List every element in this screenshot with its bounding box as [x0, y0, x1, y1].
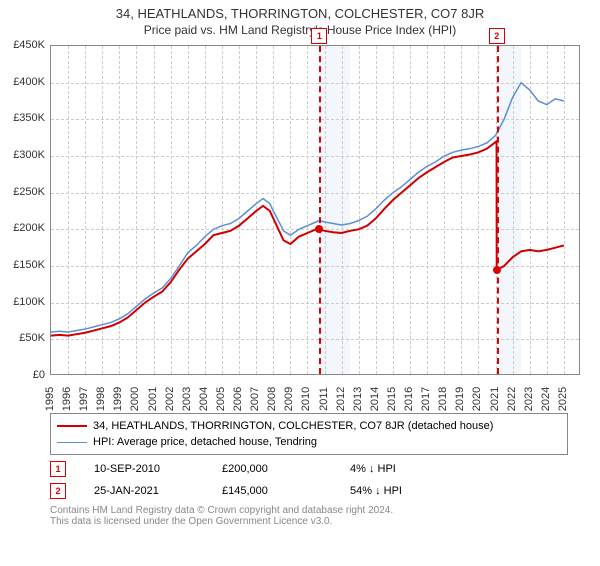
marker-dot-2 — [493, 266, 501, 274]
marker-box-2: 2 — [489, 28, 505, 44]
xtick-label: 1999 — [112, 387, 124, 411]
ytick-label: £200K — [13, 222, 45, 234]
series-price_paid — [51, 141, 564, 335]
xtick-label: 2023 — [523, 387, 535, 411]
ytick-label: £150K — [13, 259, 45, 271]
legend-item: 34, HEATHLANDS, THORRINGTON, COLCHESTER,… — [57, 418, 561, 434]
xtick-label: 2000 — [129, 387, 141, 411]
xtick-label: 2021 — [489, 387, 501, 411]
footer-line1: Contains HM Land Registry data © Crown c… — [50, 505, 590, 516]
xtick-label: 2015 — [386, 387, 398, 411]
transaction-row: 1 10-SEP-2010 £200,000 4% ↓ HPI — [50, 461, 590, 477]
xtick-label: 2011 — [318, 387, 330, 411]
xtick-label: 1996 — [61, 387, 73, 411]
xtick-label: 2022 — [506, 387, 518, 411]
xtick-label: 2014 — [369, 387, 381, 411]
transaction-marker: 2 — [50, 483, 66, 499]
transaction-marker: 1 — [50, 461, 66, 477]
transaction-row: 2 25-JAN-2021 £145,000 54% ↓ HPI — [50, 483, 590, 499]
xtick-label: 2012 — [335, 387, 347, 411]
ytick-label: £100K — [13, 296, 45, 308]
transaction-date: 10-SEP-2010 — [94, 463, 194, 475]
plot-area: 12 — [50, 45, 580, 375]
footer: Contains HM Land Registry data © Crown c… — [50, 505, 590, 527]
chart: 12 £0£50K£100K£150K£200K£250K£300K£350K£… — [50, 45, 580, 405]
transactions: 1 10-SEP-2010 £200,000 4% ↓ HPI 2 25-JAN-2021… — [50, 461, 590, 499]
transaction-price: £200,000 — [222, 463, 322, 475]
transaction-delta: 4% ↓ HPI — [350, 463, 450, 475]
xtick-label: 2016 — [403, 387, 415, 411]
xtick-label: 2003 — [181, 387, 193, 411]
xtick-label: 2001 — [147, 387, 159, 411]
xtick-label: 2008 — [266, 387, 278, 411]
xtick-label: 2007 — [249, 387, 261, 411]
xtick-label: 2010 — [300, 387, 312, 411]
ytick-label: £450K — [13, 39, 45, 51]
marker-box-1: 1 — [311, 28, 327, 44]
xtick-label: 2018 — [437, 387, 449, 411]
ytick-label: £400K — [13, 76, 45, 88]
footer-line2: This data is licensed under the Open Gov… — [50, 516, 590, 527]
xtick-label: 2024 — [540, 387, 552, 411]
transaction-price: £145,000 — [222, 485, 322, 497]
xtick-label: 2009 — [283, 387, 295, 411]
xtick-label: 2013 — [352, 387, 364, 411]
xtick-label: 1995 — [44, 387, 56, 411]
ytick-label: £300K — [13, 149, 45, 161]
xtick-label: 1998 — [95, 387, 107, 411]
series-hpi — [51, 83, 564, 332]
xtick-label: 2020 — [471, 387, 483, 411]
xtick-label: 2004 — [198, 387, 210, 411]
transaction-date: 25-JAN-2021 — [94, 485, 194, 497]
ytick-label: £50K — [19, 332, 45, 344]
page-title: 34, HEATHLANDS, THORRINGTON, COLCHESTER,… — [0, 6, 600, 21]
xtick-label: 2006 — [232, 387, 244, 411]
legend-label: HPI: Average price, detached house, Tend… — [93, 436, 317, 448]
xtick-label: 2017 — [420, 387, 432, 411]
chart-lines — [51, 46, 581, 376]
ytick-label: £350K — [13, 112, 45, 124]
transaction-delta: 54% ↓ HPI — [350, 485, 450, 497]
xtick-label: 2005 — [215, 387, 227, 411]
legend: 34, HEATHLANDS, THORRINGTON, COLCHESTER,… — [50, 413, 568, 455]
ytick-label: £250K — [13, 186, 45, 198]
xtick-label: 2019 — [454, 387, 466, 411]
legend-label: 34, HEATHLANDS, THORRINGTON, COLCHESTER,… — [93, 420, 493, 432]
ytick-label: £0 — [33, 369, 45, 381]
marker-dot-1 — [315, 225, 323, 233]
xtick-label: 2025 — [557, 387, 569, 411]
legend-item: HPI: Average price, detached house, Tend… — [57, 434, 561, 450]
xtick-label: 1997 — [78, 387, 90, 411]
page-subtitle: Price paid vs. HM Land Registry's House … — [0, 23, 600, 37]
xtick-label: 2002 — [164, 387, 176, 411]
